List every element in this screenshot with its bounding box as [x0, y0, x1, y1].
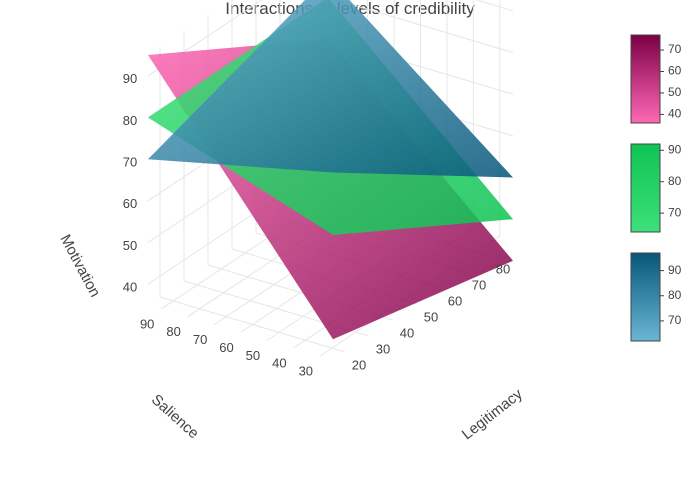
- z-tick-label: 70: [123, 155, 137, 170]
- colorbar-2: [630, 143, 661, 233]
- z-tick-label: 50: [123, 238, 137, 253]
- colorbar-1: [630, 34, 661, 124]
- z-axis-title: Motivation: [56, 232, 103, 300]
- surfaces[interactable]: [148, 0, 513, 340]
- colorbar-tick-label: 40: [668, 107, 682, 121]
- z-tick-label: 90: [123, 71, 137, 86]
- colorbar-tick-label: 90: [668, 263, 682, 277]
- x-tick-label: 70: [472, 277, 486, 292]
- colorbar-tick-label: 50: [668, 85, 682, 99]
- colorbar-tick-label: 70: [668, 205, 682, 219]
- colorbar-tick-label: 80: [668, 174, 682, 188]
- y-tick-label: 80: [166, 324, 180, 339]
- x-tick-label: 50: [424, 309, 438, 324]
- y-tick-label: 50: [246, 348, 260, 363]
- colorbar-tick-label: 70: [668, 313, 682, 327]
- surface-3[interactable]: [148, 0, 513, 178]
- colorbars: 40 50 60 70 70 80 90 70 80 90: [630, 34, 682, 342]
- colorbar-3: [630, 252, 661, 342]
- colorbar-tick-label: 90: [668, 142, 682, 156]
- colorbar-tick-label: 70: [668, 42, 682, 56]
- y-tick-label: 30: [299, 364, 313, 379]
- tick-labels: 20 30 40 50 60 70 80 30 40 50 60 70 80 90 40 50 60 70 80 90: [123, 71, 510, 378]
- x-tick-label: 60: [448, 293, 462, 308]
- z-tick-label: 40: [123, 280, 137, 295]
- y-tick-label: 40: [272, 356, 286, 371]
- x-axis-title: Legitimacy: [459, 385, 526, 443]
- y-axis-title: Salience: [148, 391, 202, 442]
- y-tick-label: 60: [219, 340, 233, 355]
- z-tick-label: 60: [123, 196, 137, 211]
- x-tick-label: 20: [352, 357, 366, 372]
- x-tick-label: 80: [496, 261, 510, 276]
- colorbar-tick-label: 60: [668, 64, 682, 78]
- z-gridline: [334, 0, 514, 53]
- z-tick-label: 80: [123, 113, 137, 128]
- x-tick-label: 40: [400, 325, 414, 340]
- z-gridline: [474, 0, 514, 12]
- y-tick-label: 90: [140, 316, 154, 331]
- colorbar-tick-label: 80: [668, 288, 682, 302]
- x-tick-label: 30: [376, 341, 390, 356]
- y-tick-label: 70: [193, 332, 207, 347]
